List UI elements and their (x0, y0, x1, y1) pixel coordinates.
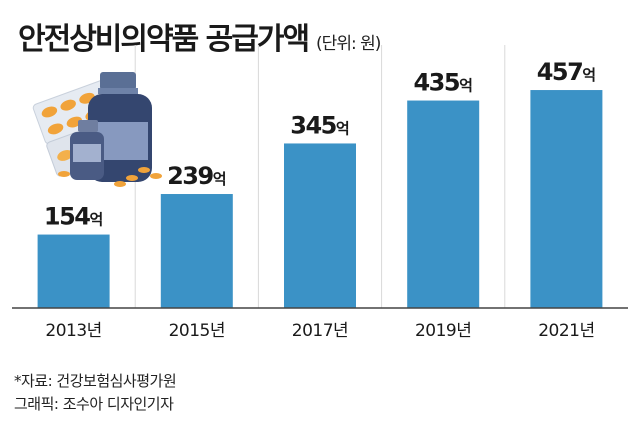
source-notes: *자료: 건강보험심사평가원 그래픽: 조수아 디자인기자 (14, 370, 177, 416)
medicine-bottles-and-pills-icon (32, 72, 162, 187)
value-labels: 154억 239억 345억 435억 457억 (44, 58, 596, 231)
bar-2015년 (160, 194, 233, 308)
unit-note: (단위: 원) (316, 34, 381, 54)
value-label: 457억 (537, 58, 596, 86)
bar-2017년 (284, 143, 356, 308)
x-tick-labels: 2013년 2015년 2017년 2019년 2021년 (45, 321, 595, 341)
x-tick-label: 2015년 (169, 321, 225, 341)
bar-2013년 (37, 234, 110, 308)
value-label: 154억 (44, 203, 103, 231)
bars (37, 90, 603, 309)
chart-title: 안전상비의약품 공급가액 (18, 22, 310, 57)
credit-text: 그래픽: 조수아 디자인기자 (14, 395, 174, 413)
value-label: 239억 (167, 162, 226, 190)
value-label: 435억 (413, 69, 472, 97)
x-tick-label: 2013년 (45, 321, 101, 341)
x-tick-label: 2017년 (292, 321, 348, 341)
value-label: 345억 (290, 111, 349, 139)
title-area: 안전상비의약품 공급가액 (단위: 원) (18, 14, 381, 58)
x-tick-label: 2019년 (415, 321, 471, 341)
x-tick-label: 2021년 (538, 321, 594, 341)
source-text: *자료: 건강보험심사평가원 (14, 372, 177, 390)
bar-2021년 (530, 90, 603, 309)
bar-2019년 (407, 100, 480, 309)
